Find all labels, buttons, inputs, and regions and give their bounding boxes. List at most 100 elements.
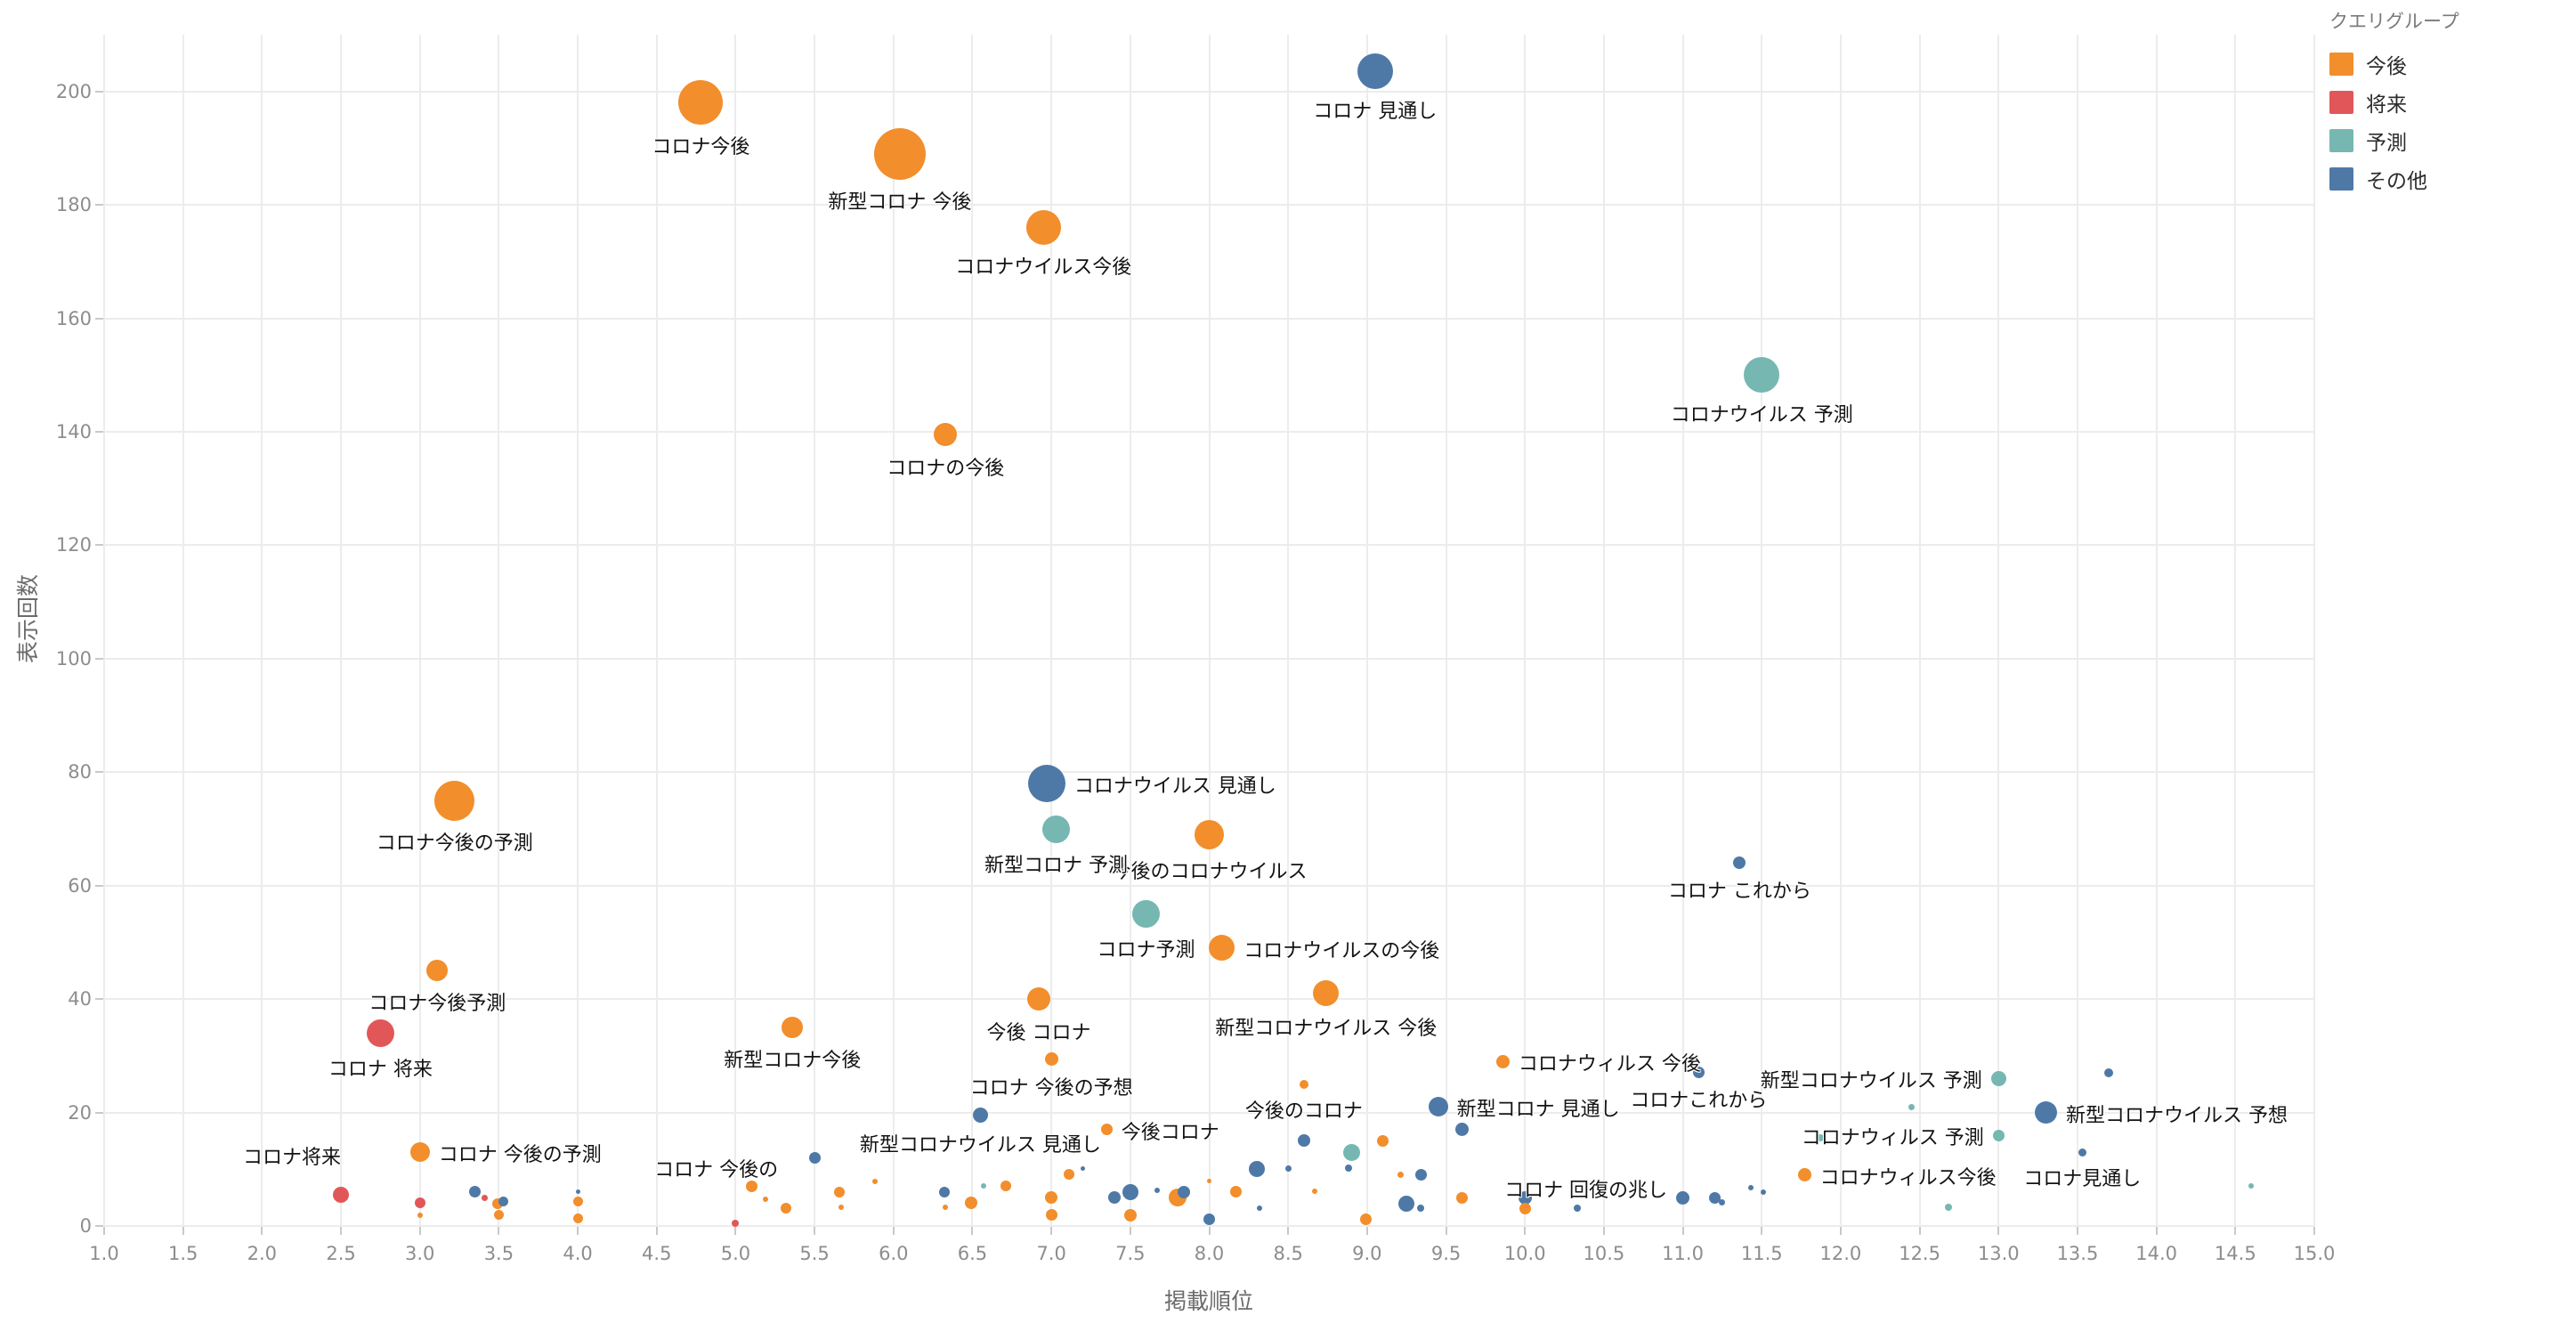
data-point[interactable] [2104, 1067, 2114, 1077]
data-point[interactable] [575, 1189, 580, 1195]
data-point[interactable] [1195, 819, 1224, 849]
data-point[interactable] [1257, 1205, 1263, 1211]
data-point[interactable] [943, 1204, 949, 1210]
data-point[interactable] [1209, 935, 1235, 962]
data-point[interactable] [1414, 1169, 1427, 1181]
data-point[interactable] [1397, 1171, 1404, 1178]
data-point[interactable] [1719, 1198, 1726, 1205]
data-point[interactable] [1797, 1168, 1811, 1182]
data-point[interactable] [980, 1183, 986, 1189]
data-point[interactable] [1816, 1134, 1824, 1142]
data-point[interactable] [1359, 1213, 1372, 1225]
data-point[interactable] [469, 1186, 482, 1198]
data-point[interactable] [2078, 1148, 2086, 1157]
data-point[interactable] [1944, 1203, 1952, 1211]
data-point[interactable] [1154, 1188, 1160, 1194]
data-point[interactable] [1044, 1051, 1058, 1066]
data-point[interactable] [1708, 1192, 1721, 1205]
data-point[interactable] [1990, 1070, 2006, 1086]
data-point[interactable] [2034, 1101, 2057, 1124]
data-point[interactable] [1495, 1054, 1510, 1068]
data-point[interactable] [426, 960, 449, 982]
data-point[interactable] [1025, 210, 1061, 246]
data-point[interactable] [572, 1213, 583, 1224]
data-point[interactable] [808, 1152, 821, 1165]
mark-label: コロナ今後の予測 [376, 832, 533, 855]
data-point[interactable] [838, 1204, 845, 1210]
data-point[interactable] [1519, 1202, 1531, 1214]
data-point[interactable] [1100, 1124, 1113, 1136]
data-point[interactable] [1692, 1067, 1705, 1079]
data-point[interactable] [1518, 1191, 1532, 1205]
legend-item-3[interactable]: その他 [2329, 159, 2570, 198]
data-point[interactable] [1744, 357, 1780, 394]
data-point[interactable] [1297, 1134, 1310, 1148]
data-point[interactable] [1108, 1191, 1122, 1205]
data-point[interactable] [1676, 1191, 1690, 1205]
data-point[interactable] [1747, 1184, 1754, 1190]
data-point[interactable] [678, 80, 724, 126]
data-point[interactable] [964, 1196, 977, 1209]
data-point[interactable] [417, 1212, 423, 1218]
data-point[interactable] [1203, 1213, 1215, 1225]
data-point[interactable] [1342, 1144, 1360, 1162]
data-point[interactable] [1761, 1189, 1767, 1196]
data-point[interactable] [1299, 1079, 1308, 1089]
legend-item-0[interactable]: 今後 [2329, 45, 2570, 83]
data-point[interactable] [1041, 815, 1070, 843]
data-point[interactable] [333, 1186, 350, 1203]
data-point[interactable] [2248, 1182, 2255, 1189]
data-point[interactable] [1045, 1208, 1057, 1221]
data-point[interactable] [745, 1180, 757, 1192]
data-point[interactable] [1122, 1184, 1138, 1201]
data-point[interactable] [1908, 1103, 1916, 1110]
data-point[interactable] [1207, 1178, 1211, 1183]
data-point[interactable] [934, 423, 958, 447]
data-point[interactable] [414, 1197, 425, 1208]
data-point[interactable] [1377, 1134, 1389, 1147]
data-point[interactable] [572, 1197, 583, 1207]
data-point[interactable] [1081, 1165, 1086, 1171]
data-point[interactable] [1027, 765, 1065, 803]
data-point[interactable] [1000, 1181, 1011, 1192]
data-point[interactable] [871, 1178, 878, 1184]
data-point[interactable] [732, 1219, 740, 1227]
data-point[interactable] [434, 780, 475, 821]
data-point[interactable] [409, 1142, 430, 1163]
data-point[interactable] [782, 1017, 804, 1038]
data-point[interactable] [1026, 987, 1050, 1011]
data-point[interactable] [1063, 1169, 1074, 1181]
data-point[interactable] [781, 1203, 792, 1214]
data-point[interactable] [493, 1209, 504, 1220]
data-point[interactable] [972, 1108, 988, 1124]
y-tick-label: 160 [55, 307, 92, 329]
data-point[interactable] [1357, 53, 1393, 90]
data-point[interactable] [1455, 1192, 1468, 1205]
data-point[interactable] [763, 1197, 769, 1203]
data-point[interactable] [1178, 1185, 1191, 1198]
data-point[interactable] [834, 1187, 846, 1198]
data-point[interactable] [1573, 1205, 1581, 1213]
data-point[interactable] [1398, 1195, 1415, 1212]
data-point[interactable] [1230, 1186, 1243, 1198]
data-point[interactable] [1313, 980, 1340, 1007]
data-point[interactable] [938, 1186, 950, 1197]
legend-item-1[interactable]: 将来 [2329, 83, 2570, 121]
data-point[interactable] [1132, 900, 1161, 929]
legend-item-2[interactable]: 予測 [2329, 121, 2570, 159]
data-point[interactable] [1992, 1129, 2005, 1141]
data-point[interactable] [1045, 1191, 1058, 1205]
data-point[interactable] [366, 1019, 394, 1047]
data-point[interactable] [1344, 1165, 1352, 1172]
data-point[interactable] [1428, 1097, 1448, 1117]
data-point[interactable] [1312, 1189, 1318, 1195]
data-point[interactable] [1248, 1161, 1265, 1178]
data-point[interactable] [1284, 1165, 1292, 1172]
data-point[interactable] [1123, 1208, 1137, 1222]
data-point[interactable] [498, 1197, 509, 1207]
data-point[interactable] [481, 1194, 488, 1201]
data-point[interactable] [1417, 1205, 1425, 1213]
data-point[interactable] [873, 127, 926, 180]
data-point[interactable] [1454, 1123, 1469, 1137]
data-point[interactable] [1733, 856, 1746, 870]
